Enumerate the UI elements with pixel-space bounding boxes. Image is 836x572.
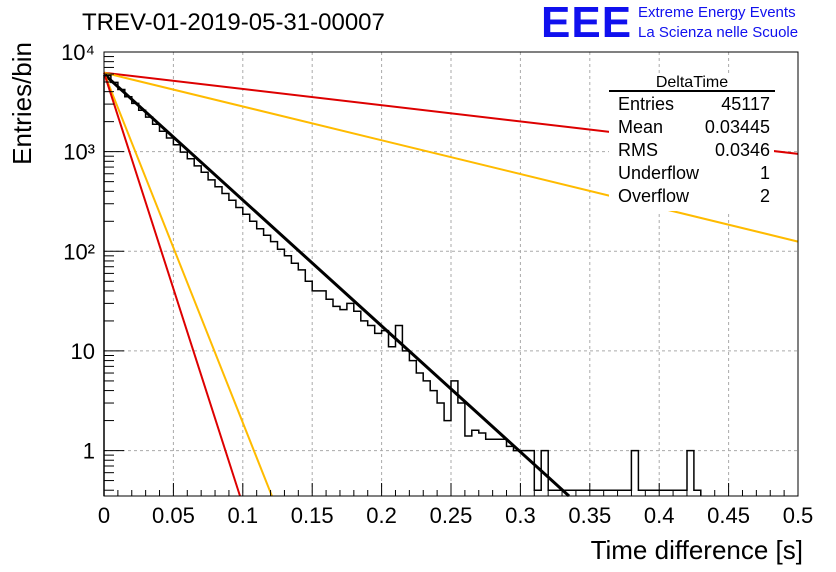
x-tick-label: 0.25 — [430, 503, 473, 528]
x-tick-label: 0.45 — [707, 503, 750, 528]
stats-box-background — [609, 76, 774, 211]
y-tick-label: 10 — [71, 339, 95, 364]
stats-label-underflow: Underflow — [618, 163, 700, 183]
chart-title: TREV-01-2019-05-31-00007 — [82, 9, 385, 36]
reference-line-2 — [103, 71, 799, 243]
stats-label-mean: Mean — [618, 117, 663, 137]
reference-line-3 — [103, 72, 273, 497]
stats-value-entries: 45117 — [721, 94, 770, 114]
stats-box: DeltaTime Entries 45117 Mean 0.03445 RMS… — [609, 74, 775, 211]
x-tick-label: 0 — [98, 503, 110, 528]
eee-logo: EEE Extreme Energy Events La Scienza nel… — [541, 0, 831, 47]
stats-value-underflow: 1 — [760, 163, 770, 183]
stats-value-rms: 0.0346 — [715, 140, 770, 160]
fit-line-black — [102, 72, 571, 498]
y-tick-label: 10³ — [63, 140, 95, 165]
x-tick-label: 0.4 — [644, 503, 675, 528]
x-tick-label: 0.5 — [783, 503, 814, 528]
x-axis-label: Time difference [s] — [591, 535, 803, 565]
reference-line-4 — [103, 72, 241, 497]
stats-value-overflow: 2 — [760, 186, 770, 206]
stats-label-entries: Entries — [618, 94, 674, 114]
logo-line-2: La Scienza nelle Scuole — [638, 24, 799, 41]
x-tick-label: 0.3 — [505, 503, 536, 528]
logo-line-1: Extreme Energy Events — [638, 4, 796, 21]
stats-box-name: DeltaTime — [656, 74, 728, 91]
stats-label-rms: RMS — [618, 140, 658, 160]
x-tick-label: 0.05 — [152, 503, 195, 528]
stats-value-mean: 0.03445 — [705, 117, 770, 137]
x-tick-label: 0.35 — [568, 503, 611, 528]
x-tick-label: 0.1 — [228, 503, 259, 528]
y-tick-label: 1 — [83, 439, 95, 464]
x-tick-label: 0.15 — [291, 503, 334, 528]
histogram — [103, 74, 702, 496]
stats-label-overflow: Overflow — [618, 186, 690, 206]
y-axis-label: Entries/bin — [7, 42, 37, 165]
histogram-outline — [103, 74, 702, 496]
y-tick-label: 10² — [63, 239, 95, 264]
y-tick-label: 10⁴ — [61, 40, 95, 65]
axes: 0 0.05 0.1 0.15 0.2 0.25 0.3 0.35 0.4 0.45 0.5 1 10 1… — [61, 40, 813, 528]
x-tick-label: 0.2 — [366, 503, 397, 528]
logo-letters: EEE — [541, 0, 633, 47]
